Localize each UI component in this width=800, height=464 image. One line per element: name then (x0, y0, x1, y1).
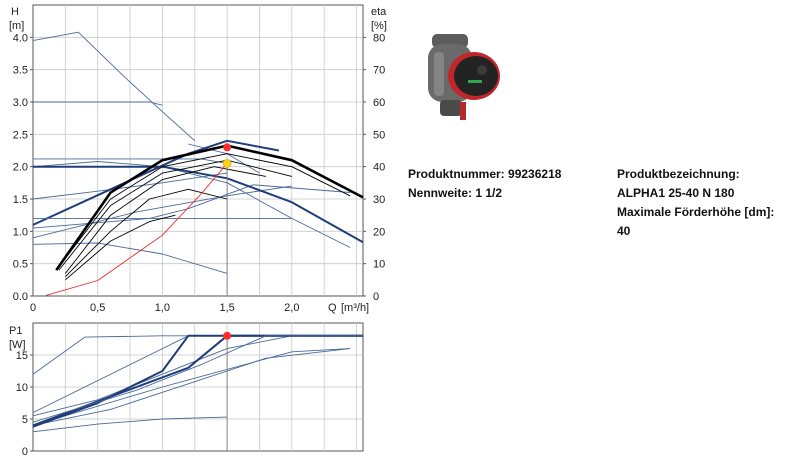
pump-led-bar (468, 80, 482, 83)
y-tick-label: 2.5 (13, 129, 28, 141)
curve-thin (32, 335, 292, 417)
head-chart-series (32, 31, 364, 296)
curve-black_thin (65, 188, 228, 277)
q-axis-label: Q (328, 302, 337, 314)
y2-tick-label: 10 (373, 259, 385, 271)
efficiency-operating-point (223, 143, 232, 152)
nennweite-label: Nennweite: (408, 186, 473, 200)
head-chart-ticks: 0.0 0.5 1.0 1.5 2.0 2.5 3.0 3.5 4.0 0 10 20 30 40 50 60… (13, 32, 386, 314)
curve-black_thin (65, 166, 266, 274)
q-axis-unit: [m³/h] (341, 302, 369, 314)
foerderhoehe-label: Maximale Förderhöhe [dm]: (617, 205, 775, 219)
curve-thin (32, 31, 196, 142)
x-tick-label: 0 (30, 302, 36, 314)
curve-system (45, 163, 228, 296)
p1-axis-label: P1 (9, 325, 22, 337)
curve-thin (32, 161, 351, 248)
pump-button (477, 65, 487, 75)
curve-thin (32, 335, 363, 423)
y-tick-label: 2.0 (13, 162, 28, 174)
y-tick-label: 1.5 (13, 194, 28, 206)
eta-axis-label: eta (371, 6, 387, 18)
head-chart-frame (32, 4, 364, 297)
product-info-right: Produktbezeichnung: ALPHA1 25-40 N 180 M… (617, 165, 774, 241)
produktnummer-label: Produktnummer: (408, 167, 505, 181)
bezeichnung-label: Produktbezeichnung: (617, 167, 740, 181)
power-chart-ticks: 0 5 10 15 (16, 350, 33, 458)
product-info-left: Produktnummer: 99236218 Nennweite: 1 1/2 (408, 165, 561, 203)
x-tick-label: 0,5 (90, 302, 105, 314)
y-tick-label: 15 (16, 350, 28, 362)
pump-bottom-flange (440, 100, 462, 116)
curve-thin (32, 348, 351, 426)
y-tick-label: 4.0 (13, 32, 28, 44)
y-tick-label: 0 (22, 446, 28, 458)
curve-thin (32, 242, 228, 274)
head-operating-point (222, 159, 232, 168)
nennweite-value: 1 1/2 (475, 186, 503, 200)
y2-tick-label: 80 (373, 32, 385, 44)
bezeichnung-value: ALPHA1 25-40 N 180 (617, 186, 735, 200)
y2-tick-label: 70 (373, 65, 385, 77)
y-tick-label: 3.5 (13, 65, 28, 77)
y2-tick-label: 20 (373, 226, 385, 238)
p1-axis-unit: [W] (9, 339, 26, 351)
produktnummer-value: 99236218 (508, 167, 562, 181)
y2-tick-label: 0 (373, 291, 379, 303)
y2-tick-label: 50 (373, 129, 385, 141)
h-axis-label: H (11, 6, 19, 18)
produktnummer-row: Produktnummer: 99236218 (408, 165, 561, 184)
x-tick-label: 1,5 (219, 302, 234, 314)
y-tick-label: 5 (22, 414, 28, 426)
y-tick-label: 0.5 (13, 259, 28, 271)
power-chart-grid (33, 323, 363, 451)
power-operating-point (223, 331, 232, 340)
y-tick-label: 10 (16, 382, 28, 394)
eta-axis-unit: [%] (371, 20, 387, 32)
y-tick-label: 1.0 (13, 226, 28, 238)
h-axis-unit: [m] (9, 20, 24, 32)
x-tick-label: 1,0 (155, 302, 170, 314)
curve-thin (32, 184, 351, 229)
curve-bold (32, 334, 363, 428)
y2-tick-label: 30 (373, 194, 385, 206)
curve-black_bold (55, 144, 364, 271)
curve-thin (33, 101, 163, 106)
power-chart-series (32, 331, 363, 451)
head-efficiency-chart: 0.0 0.5 1.0 1.5 2.0 2.5 3.0 3.5 4.0 0 10 20 30 40 50 60… (9, 4, 387, 314)
x-tick-label: 2,0 (284, 302, 299, 314)
y-tick-label: 0.0 (13, 291, 28, 303)
curve-black_thin (58, 159, 292, 271)
pump-control-face (454, 56, 498, 96)
curve-black_thin (58, 153, 351, 268)
y2-tick-label: 40 (373, 162, 385, 174)
foerderhoehe-value: 40 (617, 224, 631, 238)
nennweite-row: Nennweite: 1 1/2 (408, 184, 561, 203)
y2-tick-label: 60 (373, 97, 385, 109)
pump-cable (460, 102, 466, 120)
y-tick-label: 3.0 (13, 97, 28, 109)
curve-black_thin (65, 214, 176, 281)
pump-housing-highlight (434, 52, 444, 96)
circulator-pump-photo (428, 34, 500, 120)
curve-thin (32, 416, 228, 433)
power-chart: 0 5 10 15 P1 [W] (9, 322, 364, 458)
curve-thin (32, 335, 189, 414)
